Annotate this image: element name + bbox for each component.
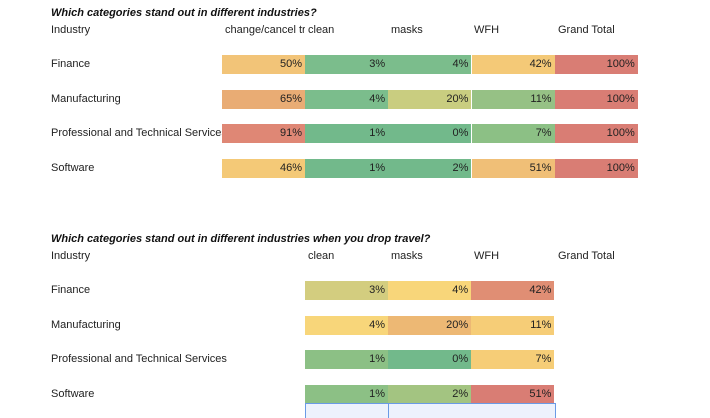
value-cell[interactable]: 2%: [388, 385, 472, 405]
value-cell[interactable]: 11%: [471, 315, 555, 335]
value-cell[interactable]: 42%: [471, 55, 555, 74]
value-cell[interactable]: 3%: [305, 55, 389, 74]
row-label[interactable]: Finance: [51, 58, 91, 70]
value-cell[interactable]: 11%: [471, 89, 555, 109]
value-cell[interactable]: 20%: [388, 89, 472, 109]
value-cell[interactable]: 1%: [305, 124, 389, 144]
value-cell[interactable]: 100%: [554, 55, 638, 74]
row-label[interactable]: Finance: [51, 284, 91, 296]
table1-title: Which categories stand out in different …: [51, 7, 317, 19]
table1-header-industry[interactable]: Industry: [51, 24, 91, 36]
value-cell[interactable]: 0%: [388, 124, 472, 144]
value-cell[interactable]: 91%: [222, 124, 305, 144]
row-label[interactable]: Professional and Technical Services: [51, 127, 227, 140]
value-cell[interactable]: 7%: [471, 350, 555, 370]
value-cell[interactable]: 4%: [388, 281, 472, 300]
value-cell[interactable]: 4%: [305, 315, 388, 335]
value-cell[interactable]: 1%: [305, 350, 388, 370]
row-label[interactable]: Software: [51, 388, 95, 401]
value-cell[interactable]: 65%: [222, 89, 305, 109]
value-cell[interactable]: 0%: [388, 350, 472, 370]
value-cell[interactable]: 4%: [305, 89, 389, 109]
value-cell[interactable]: 4%: [388, 55, 472, 74]
table1-header-change-cancel[interactable]: change/cancel tr: [225, 24, 305, 36]
value-cell[interactable]: 51%: [471, 159, 555, 179]
value-cell[interactable]: 46%: [222, 159, 305, 179]
value-cell[interactable]: 42%: [471, 281, 555, 300]
value-cell[interactable]: 2%: [388, 159, 472, 179]
value-cell[interactable]: 1%: [305, 385, 388, 405]
table1-header-grand-total[interactable]: Grand Total: [558, 24, 615, 36]
table2-header-clean[interactable]: clean: [308, 250, 335, 262]
table2-header-grand-total[interactable]: Grand Total: [558, 250, 615, 262]
value-cell[interactable]: 3%: [305, 281, 388, 300]
value-cell[interactable]: 100%: [554, 89, 638, 109]
table2-title: Which categories stand out in different …: [51, 233, 431, 245]
value-cell[interactable]: 100%: [554, 159, 638, 179]
table2-header-wfh[interactable]: WFH: [474, 250, 500, 262]
value-cell[interactable]: 50%: [222, 55, 305, 74]
value-cell[interactable]: 51%: [471, 385, 555, 405]
value-cell[interactable]: 100%: [554, 124, 638, 144]
selected-cell[interactable]: [305, 403, 389, 418]
table1-header-masks[interactable]: masks: [391, 24, 423, 36]
table2-header-masks[interactable]: masks: [391, 250, 423, 262]
value-cell[interactable]: 20%: [388, 315, 472, 335]
row-label[interactable]: Professional and Technical Services: [51, 353, 227, 366]
row-label[interactable]: Manufacturing: [51, 318, 121, 331]
selected-range[interactable]: [388, 403, 556, 418]
row-label[interactable]: Manufacturing: [51, 92, 121, 105]
row-label[interactable]: Software: [51, 162, 95, 175]
table2-header-industry[interactable]: Industry: [51, 250, 91, 262]
value-cell[interactable]: 7%: [471, 124, 555, 144]
table1-header-clean[interactable]: clean: [308, 24, 335, 36]
table1-header-wfh[interactable]: WFH: [474, 24, 500, 36]
value-cell[interactable]: 1%: [305, 159, 389, 179]
